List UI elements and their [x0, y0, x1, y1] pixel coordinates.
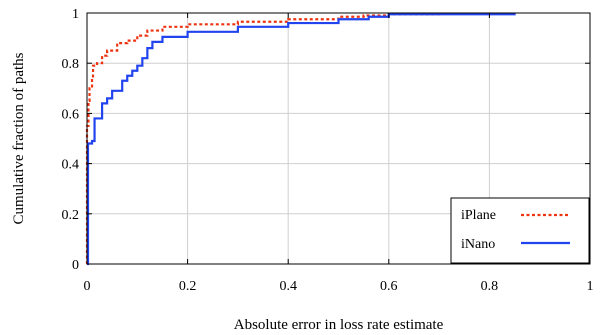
x-axis-label: Absolute error in loss rate estimate: [234, 317, 444, 333]
series-layer: [85, 13, 516, 266]
legend-label-inano: iNano: [461, 237, 495, 252]
y-tick-label: 0.6: [62, 107, 80, 122]
series-line-iplane: [85, 13, 441, 264]
x-tick-label: 0: [84, 279, 91, 294]
plot-frame: [86, 12, 591, 265]
ticks: 0 0.2 0.4 0.6 0.8 1 0 0.2 0.4 0.6 0.8 1: [62, 7, 594, 294]
y-tick-label: 0.4: [62, 158, 80, 173]
x-tick-label: 0.6: [380, 279, 398, 294]
y-tick-label: 0.8: [62, 57, 80, 72]
legend-label-iplane: iPlane: [461, 208, 496, 223]
legend-box: [450, 197, 590, 264]
series-line-inano: [86, 13, 516, 266]
y-axis-label: Cumulative fraction of paths: [11, 52, 27, 224]
y-tick-label: 1: [72, 7, 79, 22]
x-tick-label: 1: [587, 279, 594, 294]
y-tick-label: 0.2: [62, 208, 80, 223]
legend: iPlane iNano: [450, 197, 590, 264]
x-tick-label: 0.4: [279, 279, 297, 294]
x-tick-label: 0.2: [179, 279, 197, 294]
x-tick-label: 0.8: [481, 279, 499, 294]
y-tick-label: 0: [72, 258, 79, 273]
